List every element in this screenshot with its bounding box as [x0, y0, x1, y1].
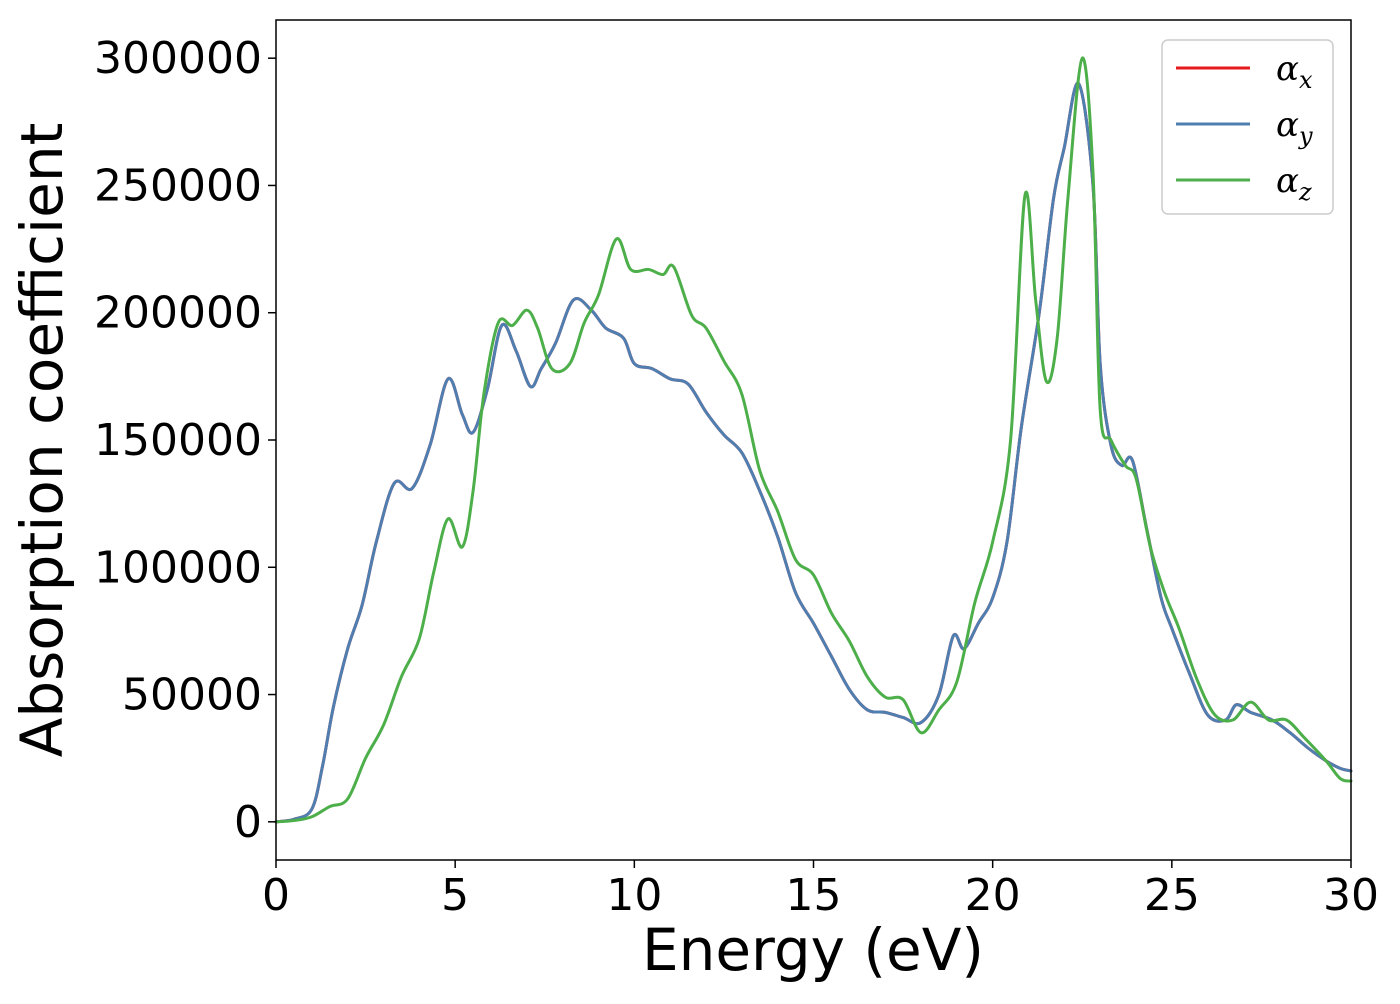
legend-frame [1161, 39, 1334, 215]
x-tick-label: 25 [1144, 870, 1200, 921]
x-axis-label: Energy (eV) [642, 916, 984, 984]
legend: αx αy αz [1161, 39, 1334, 215]
y-tick-label: 300000 [94, 33, 262, 84]
x-tick-label: 10 [606, 870, 662, 921]
y-tick-label: 100000 [94, 542, 262, 593]
x-tick-label: 0 [262, 870, 290, 921]
series-line-z [274, 56, 1353, 824]
x-tick-label: 30 [1323, 870, 1379, 921]
y-tick-label: 250000 [94, 160, 262, 211]
y-tick-label: 50000 [122, 670, 262, 721]
legend-label-y: αy [1276, 105, 1313, 150]
series-line-y [274, 82, 1353, 824]
legend-items: αx αy αz [1176, 49, 1313, 206]
y-tick-label: 0 [234, 797, 262, 848]
series-layer [274, 56, 1353, 824]
y-axis-label: Absorption coefficient [8, 123, 76, 758]
y-tick-label: 200000 [94, 288, 262, 339]
y-tick-label: 150000 [94, 415, 262, 466]
x-axis-ticks: 0 5 10 15 20 25 30 [262, 860, 1379, 921]
y-axis-ticks: 0 50000 100000 150000 200000 250000 300000 [94, 33, 276, 848]
x-tick-label: 20 [965, 870, 1021, 921]
legend-label-z: αz [1276, 161, 1312, 206]
legend-label-x: αx [1276, 49, 1313, 94]
x-tick-label: 15 [786, 870, 842, 921]
x-tick-label: 5 [441, 870, 469, 921]
